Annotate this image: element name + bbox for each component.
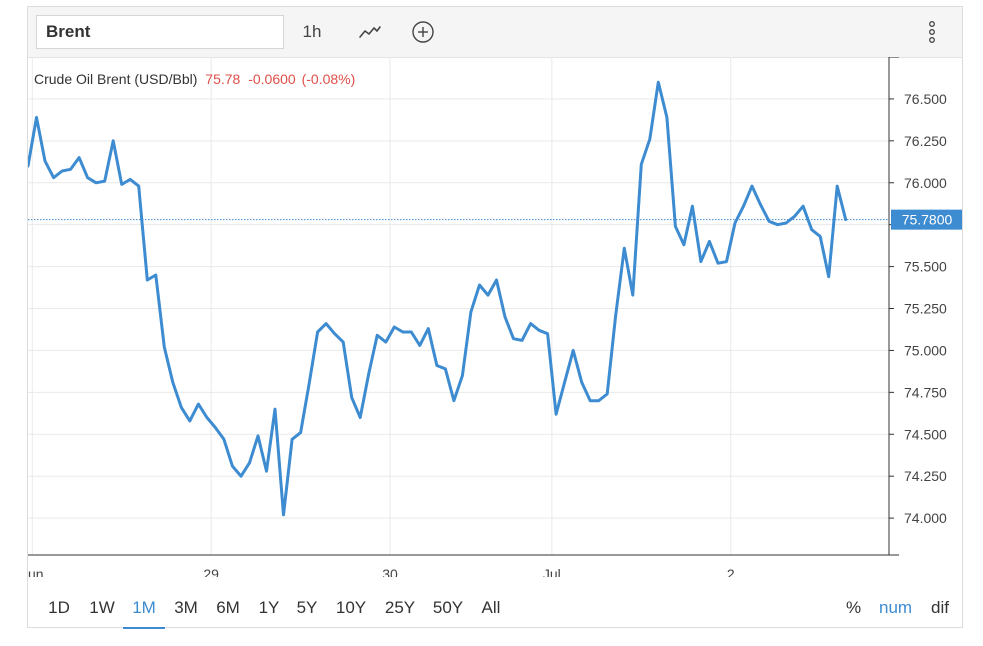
range-25y-button[interactable]: 25Y <box>384 598 416 617</box>
y-tick-label: 76.500 <box>904 91 947 107</box>
instrument-info: Crude Oil Brent (USD/Bbl) 75.78 -0.0600 … <box>34 71 355 87</box>
chart-area[interactable]: 74.000 74.250 74.500 74.750 75.000 75.250 75.5… <box>28 57 962 577</box>
last-price-tag-label: 75.7800 <box>902 212 953 228</box>
range-1d-button[interactable]: 1D <box>48 598 70 617</box>
add-indicator-button[interactable] <box>404 15 442 49</box>
range-1w-button[interactable]: 1W <box>89 598 115 617</box>
x-tick-label: Jun <box>28 566 44 577</box>
x-tick-label: 29 <box>203 566 219 577</box>
range-3m-button[interactable]: 3M <box>174 598 198 617</box>
range-all-button[interactable]: All <box>481 598 501 617</box>
y-tick-label: 74.500 <box>904 426 947 442</box>
y-tick-label: 75.000 <box>904 342 947 358</box>
price-line <box>28 80 848 517</box>
price-chart: 74.000 74.250 74.500 74.750 75.000 75.250 75.5… <box>28 57 962 577</box>
line-chart-icon <box>359 26 381 38</box>
y-tick-label: 76.000 <box>904 175 947 191</box>
chart-type-button[interactable] <box>350 15 390 49</box>
range-selector: 1D 1W 1M 3M 6M 1Y 5Y 10Y 25Y 50Y All % n… <box>28 589 962 629</box>
interval-button[interactable]: 1h <box>290 15 334 49</box>
x-tick-label: 30 <box>382 566 398 577</box>
instrument-name: Crude Oil Brent (USD/Bbl) <box>34 71 198 87</box>
symbol-input[interactable] <box>36 15 284 49</box>
range-10y-button[interactable]: 10Y <box>335 598 367 617</box>
range-50y-button[interactable]: 50Y <box>432 598 464 617</box>
range-1m-button[interactable]: 1M <box>123 589 165 629</box>
y-tick-label: 74.000 <box>904 510 947 526</box>
price-change: -0.0600 <box>248 71 296 87</box>
x-tick-label: 2 <box>727 566 735 577</box>
mode-percent-button[interactable]: % <box>846 598 862 617</box>
chart-widget: 1h 74.00074.25074.50074.75075.00075.2507… <box>27 6 963 629</box>
more-options-button[interactable] <box>918 15 946 49</box>
y-tick-label: 74.750 <box>904 384 947 400</box>
chart-toolbar: 1h <box>28 7 962 58</box>
y-tick-label: 76.250 <box>904 133 947 149</box>
y-tick-label: 75.250 <box>904 301 947 317</box>
range-5y-button[interactable]: 5Y <box>296 598 318 617</box>
range-6m-button[interactable]: 6M <box>216 598 240 617</box>
vertical-dots-icon <box>929 21 935 43</box>
last-price: 75.78 <box>205 71 241 87</box>
range-1y-button[interactable]: 1Y <box>258 598 280 617</box>
mode-num-button[interactable]: num <box>879 598 913 617</box>
plus-circle-icon <box>412 21 434 43</box>
y-tick-label: 74.250 <box>904 468 947 484</box>
mode-dif-button[interactable]: dif <box>931 598 949 617</box>
price-change-percent: (-0.08%) <box>301 71 356 87</box>
last-price-tag <box>891 209 962 230</box>
interval-label: 1h <box>302 22 322 41</box>
y-tick-label: 75.500 <box>904 259 947 275</box>
x-tick-label: Jul <box>543 566 561 577</box>
